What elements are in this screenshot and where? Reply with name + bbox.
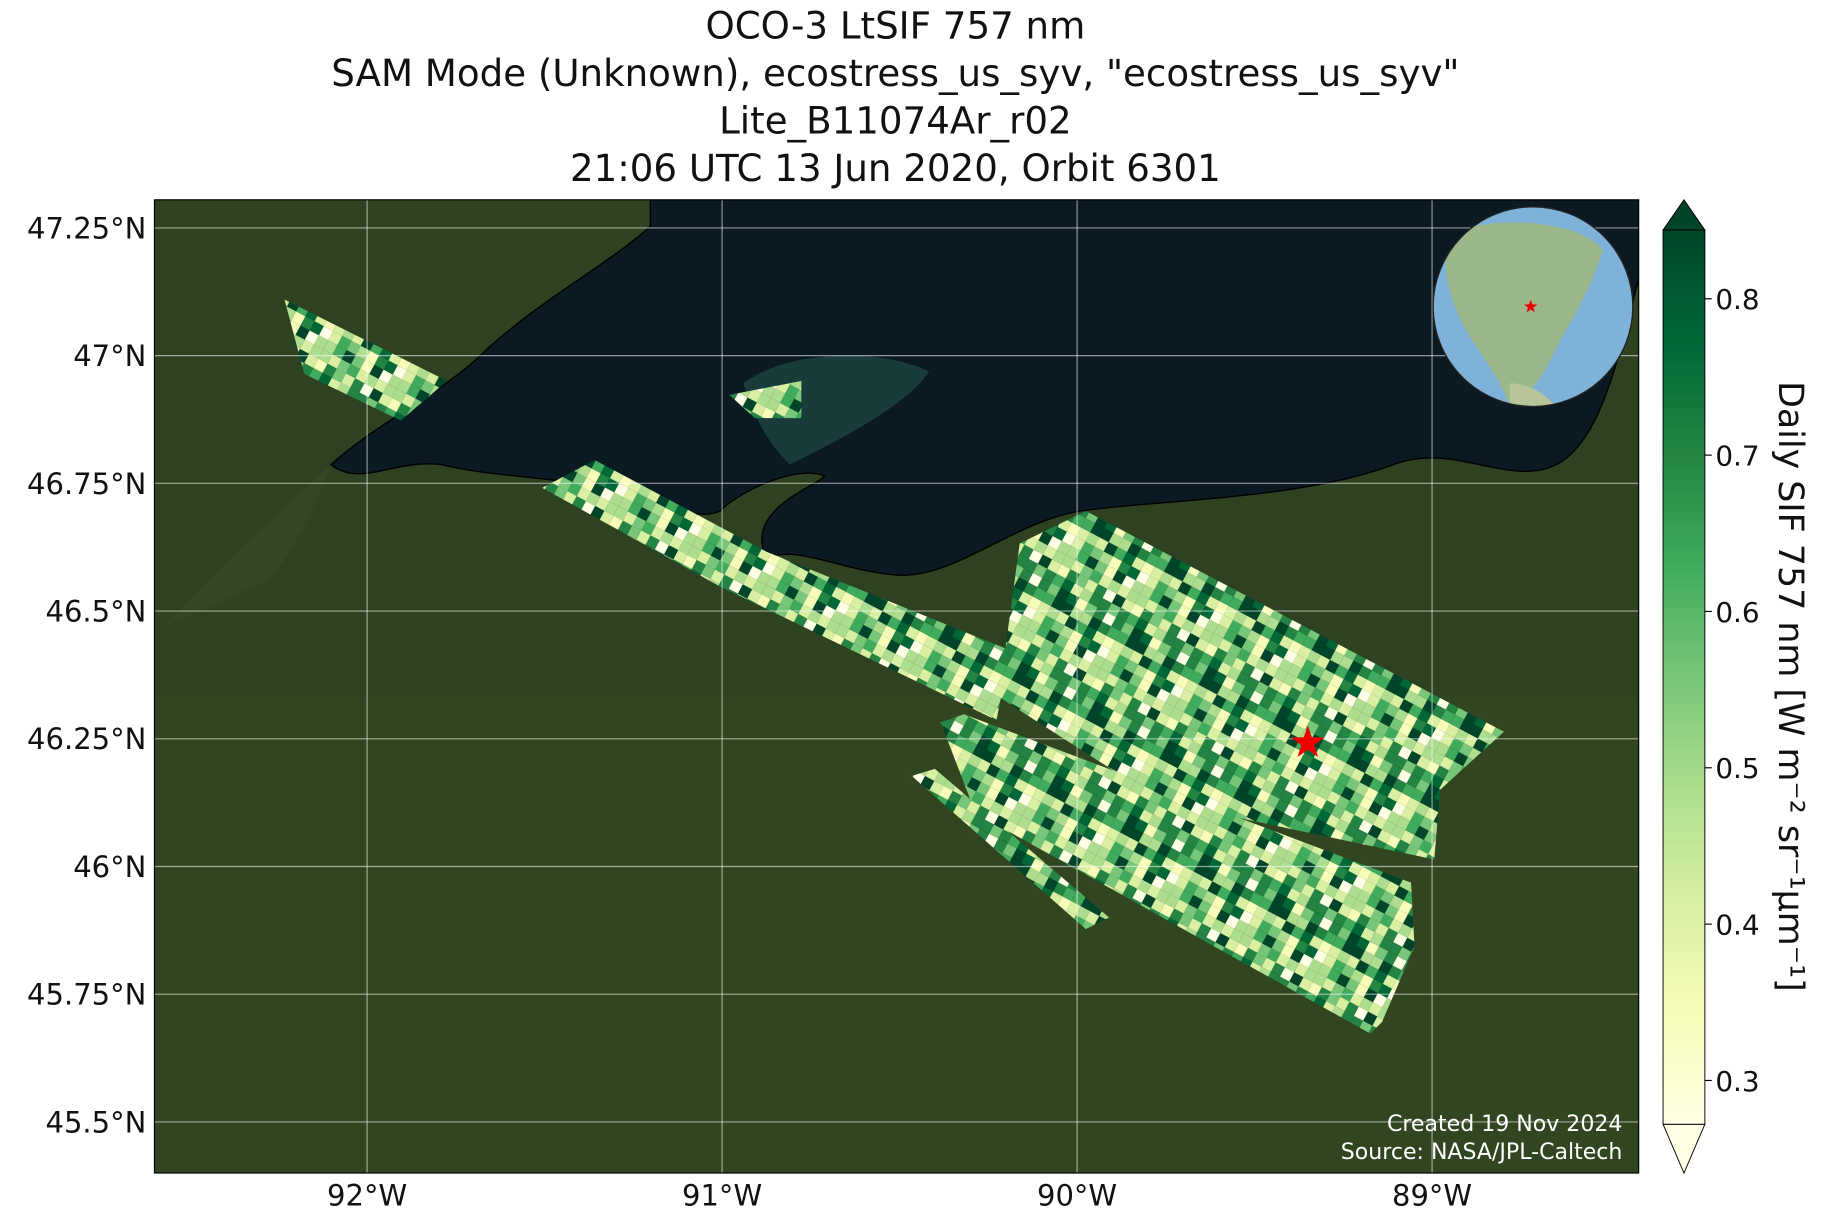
swath	[998, 511, 1504, 860]
y-tick-label: 45.75°N	[27, 978, 146, 1012]
grid	[154, 199, 1639, 1174]
swath	[911, 768, 1110, 930]
y-tick-label: 45.5°N	[46, 1105, 147, 1139]
y-tick-label: 47°N	[73, 339, 146, 373]
y-tick-label: 46.25°N	[27, 722, 146, 756]
title-line: Lite_B11074Ar_r02	[719, 100, 1072, 143]
x-tick-label: 89°W	[1392, 1179, 1472, 1213]
title-line: 21:06 UTC 13 Jun 2020, Orbit 6301	[570, 147, 1221, 190]
colorbar-body	[1662, 229, 1706, 1125]
colorbar-tick-label: 0.3	[1715, 1065, 1759, 1098]
colorbar-tick-label: 0.6	[1715, 596, 1759, 629]
colorbar: 0.3 0.4 0.5 0.6 0.7 0.8 Daily SIF 757 nm [W m⁻…	[1662, 198, 1810, 1175]
colorbar-tick-label: 0.5	[1715, 752, 1759, 785]
y-tick-label: 46.75°N	[27, 467, 146, 501]
shallow-water	[743, 355, 930, 465]
y-tick-label: 46°N	[73, 850, 146, 884]
credit: Source: NASA/JPL-Caltech	[1341, 1140, 1623, 1165]
colorbar-tick-label: 0.8	[1715, 283, 1759, 316]
credit: Created 19 Nov 2024	[1387, 1112, 1622, 1137]
colorbar-extend-bottom	[1662, 1123, 1706, 1175]
colorbar-tick-label: 0.7	[1715, 440, 1759, 473]
y-tick-label: 47.25°N	[27, 211, 146, 245]
title-line: SAM Mode (Unknown), ecostress_us_syv, "e…	[331, 52, 1459, 95]
swaths	[284, 299, 1504, 1034]
inset-globe	[1432, 206, 1634, 408]
colorbar-label: Daily SIF 757 nm [W m⁻² sr⁻¹μm⁻¹]	[1770, 381, 1810, 992]
x-tick-label: 90°W	[1037, 1179, 1117, 1213]
colorbar-extend-top	[1662, 198, 1706, 231]
map-frame	[153, 199, 1640, 1174]
swath	[284, 299, 448, 421]
y-tick-label: 46.5°N	[46, 595, 147, 629]
x-tick-label: 92°W	[327, 1179, 407, 1213]
swath	[940, 714, 1415, 1034]
colorbar-tick-label: 0.4	[1715, 909, 1759, 942]
title: OCO-3 LtSIF 757 nm SAM Mode (Unknown), ec…	[331, 4, 1459, 190]
swath	[542, 459, 1011, 721]
axes: 92°W 91°W 90°W 89°W 45.5°N 45.75°N 46°N 46.25°N…	[27, 211, 1472, 1212]
title-line: OCO-3 LtSIF 757 nm	[705, 4, 1085, 47]
site-marker	[1291, 725, 1325, 757]
swath	[729, 380, 802, 419]
x-tick-label: 91°W	[682, 1179, 762, 1213]
